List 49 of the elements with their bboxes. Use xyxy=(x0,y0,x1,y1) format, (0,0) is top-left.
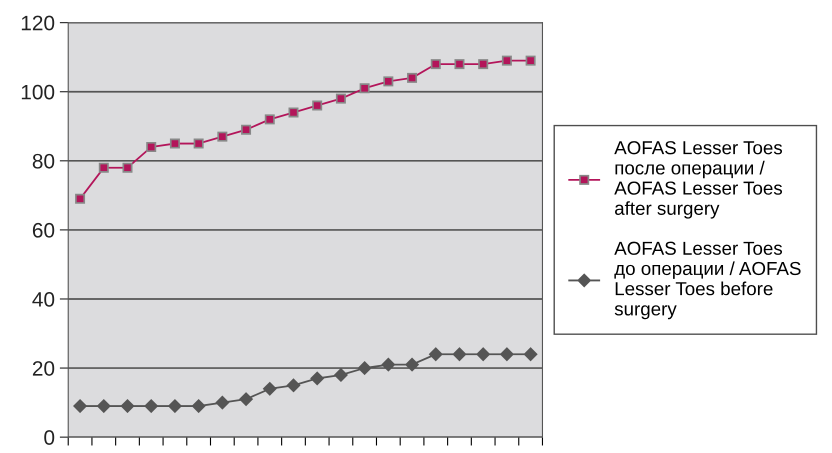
y-tick-label: 120 xyxy=(22,16,54,30)
point xyxy=(526,56,536,66)
point xyxy=(264,114,275,124)
point xyxy=(407,72,418,83)
point xyxy=(239,392,253,406)
point xyxy=(383,76,394,86)
point xyxy=(500,348,514,361)
point xyxy=(358,361,372,375)
point xyxy=(122,162,133,173)
point xyxy=(360,83,370,94)
point xyxy=(312,100,322,111)
point xyxy=(478,59,488,70)
point xyxy=(288,107,298,118)
point xyxy=(98,162,109,173)
legend-label: AOFAS Lesser Toes после операции / AOFAS Lesser Toes after surgery xyxy=(614,141,782,219)
point xyxy=(429,348,442,361)
y-tick-label: 40 xyxy=(32,292,54,307)
point xyxy=(241,124,252,135)
y-tick-label: 60 xyxy=(32,222,54,238)
point xyxy=(336,94,346,104)
point xyxy=(194,138,204,149)
point xyxy=(476,348,490,361)
point xyxy=(502,56,512,66)
point xyxy=(334,368,348,382)
point xyxy=(454,59,464,70)
y-tick-label: 100 xyxy=(22,84,54,100)
point xyxy=(168,399,182,413)
point xyxy=(170,138,180,149)
point xyxy=(405,358,419,372)
y-tick-label: 20 xyxy=(32,361,54,376)
point xyxy=(310,372,324,386)
point xyxy=(286,378,300,392)
legend-label: AOFAS Lesser Toes до операции / AOFAS Lesser Toes before surgery xyxy=(614,242,801,320)
point xyxy=(216,396,230,410)
point xyxy=(144,399,158,413)
point xyxy=(75,194,86,204)
point xyxy=(97,399,111,413)
point xyxy=(452,348,466,361)
point xyxy=(192,399,206,413)
point xyxy=(382,358,396,372)
point xyxy=(524,348,538,361)
point xyxy=(73,399,87,413)
point xyxy=(120,399,134,413)
y-tick-label: 0 xyxy=(44,430,54,445)
point xyxy=(146,142,156,152)
point xyxy=(263,382,277,396)
point xyxy=(430,59,441,70)
y-tick-label: 80 xyxy=(32,154,54,169)
point xyxy=(217,132,228,142)
